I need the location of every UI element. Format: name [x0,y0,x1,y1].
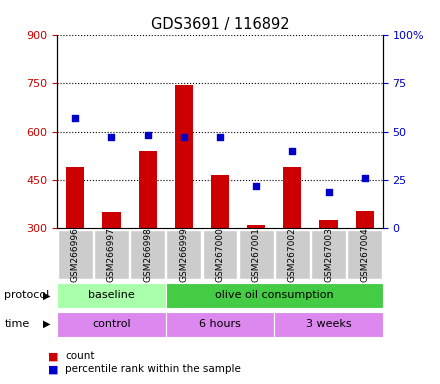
Text: GSM267004: GSM267004 [360,227,369,282]
Point [325,189,332,195]
Text: GSM266996: GSM266996 [71,227,80,282]
Bar [247,225,265,228]
Text: time: time [4,319,29,329]
Text: GSM267001: GSM267001 [252,227,260,282]
Text: GSM267000: GSM267000 [216,227,224,282]
Text: ■: ■ [48,364,59,374]
Bar [311,230,346,279]
Bar [239,230,274,279]
Point [216,134,224,141]
Text: 3 weeks: 3 weeks [306,319,352,329]
Bar [103,212,121,228]
Point [361,175,368,181]
Bar [275,230,310,279]
Text: ▶: ▶ [43,319,51,329]
Bar [94,230,129,279]
Bar [66,167,84,228]
Bar [203,230,237,279]
Text: GSM266999: GSM266999 [180,227,188,282]
Point [253,183,260,189]
Text: protocol: protocol [4,290,50,300]
Bar [356,211,374,228]
Bar [58,230,93,279]
Bar [166,312,274,336]
Point [180,134,187,141]
Text: control: control [92,319,131,329]
Text: GSM266997: GSM266997 [107,227,116,282]
Text: GSM266998: GSM266998 [143,227,152,282]
Point [108,134,115,141]
Bar [130,230,165,279]
Text: olive oil consumption: olive oil consumption [215,290,334,300]
Bar [166,283,383,308]
Text: GSM267003: GSM267003 [324,227,333,282]
Bar [347,230,382,279]
Bar [166,230,201,279]
Bar [139,151,157,228]
Point [289,148,296,154]
Bar [57,312,166,336]
Bar [283,167,301,228]
Bar [211,175,229,228]
Text: percentile rank within the sample: percentile rank within the sample [65,364,241,374]
Text: GSM267002: GSM267002 [288,227,297,282]
Text: ▶: ▶ [43,290,51,300]
Text: 6 hours: 6 hours [199,319,241,329]
Point [72,115,79,121]
Text: GDS3691 / 116892: GDS3691 / 116892 [150,17,290,32]
Text: baseline: baseline [88,290,135,300]
Bar [319,220,337,228]
Bar [274,312,383,336]
Bar [57,283,166,308]
Point [144,132,151,139]
Text: count: count [65,351,95,361]
Bar [175,84,193,228]
Text: ■: ■ [48,351,59,361]
